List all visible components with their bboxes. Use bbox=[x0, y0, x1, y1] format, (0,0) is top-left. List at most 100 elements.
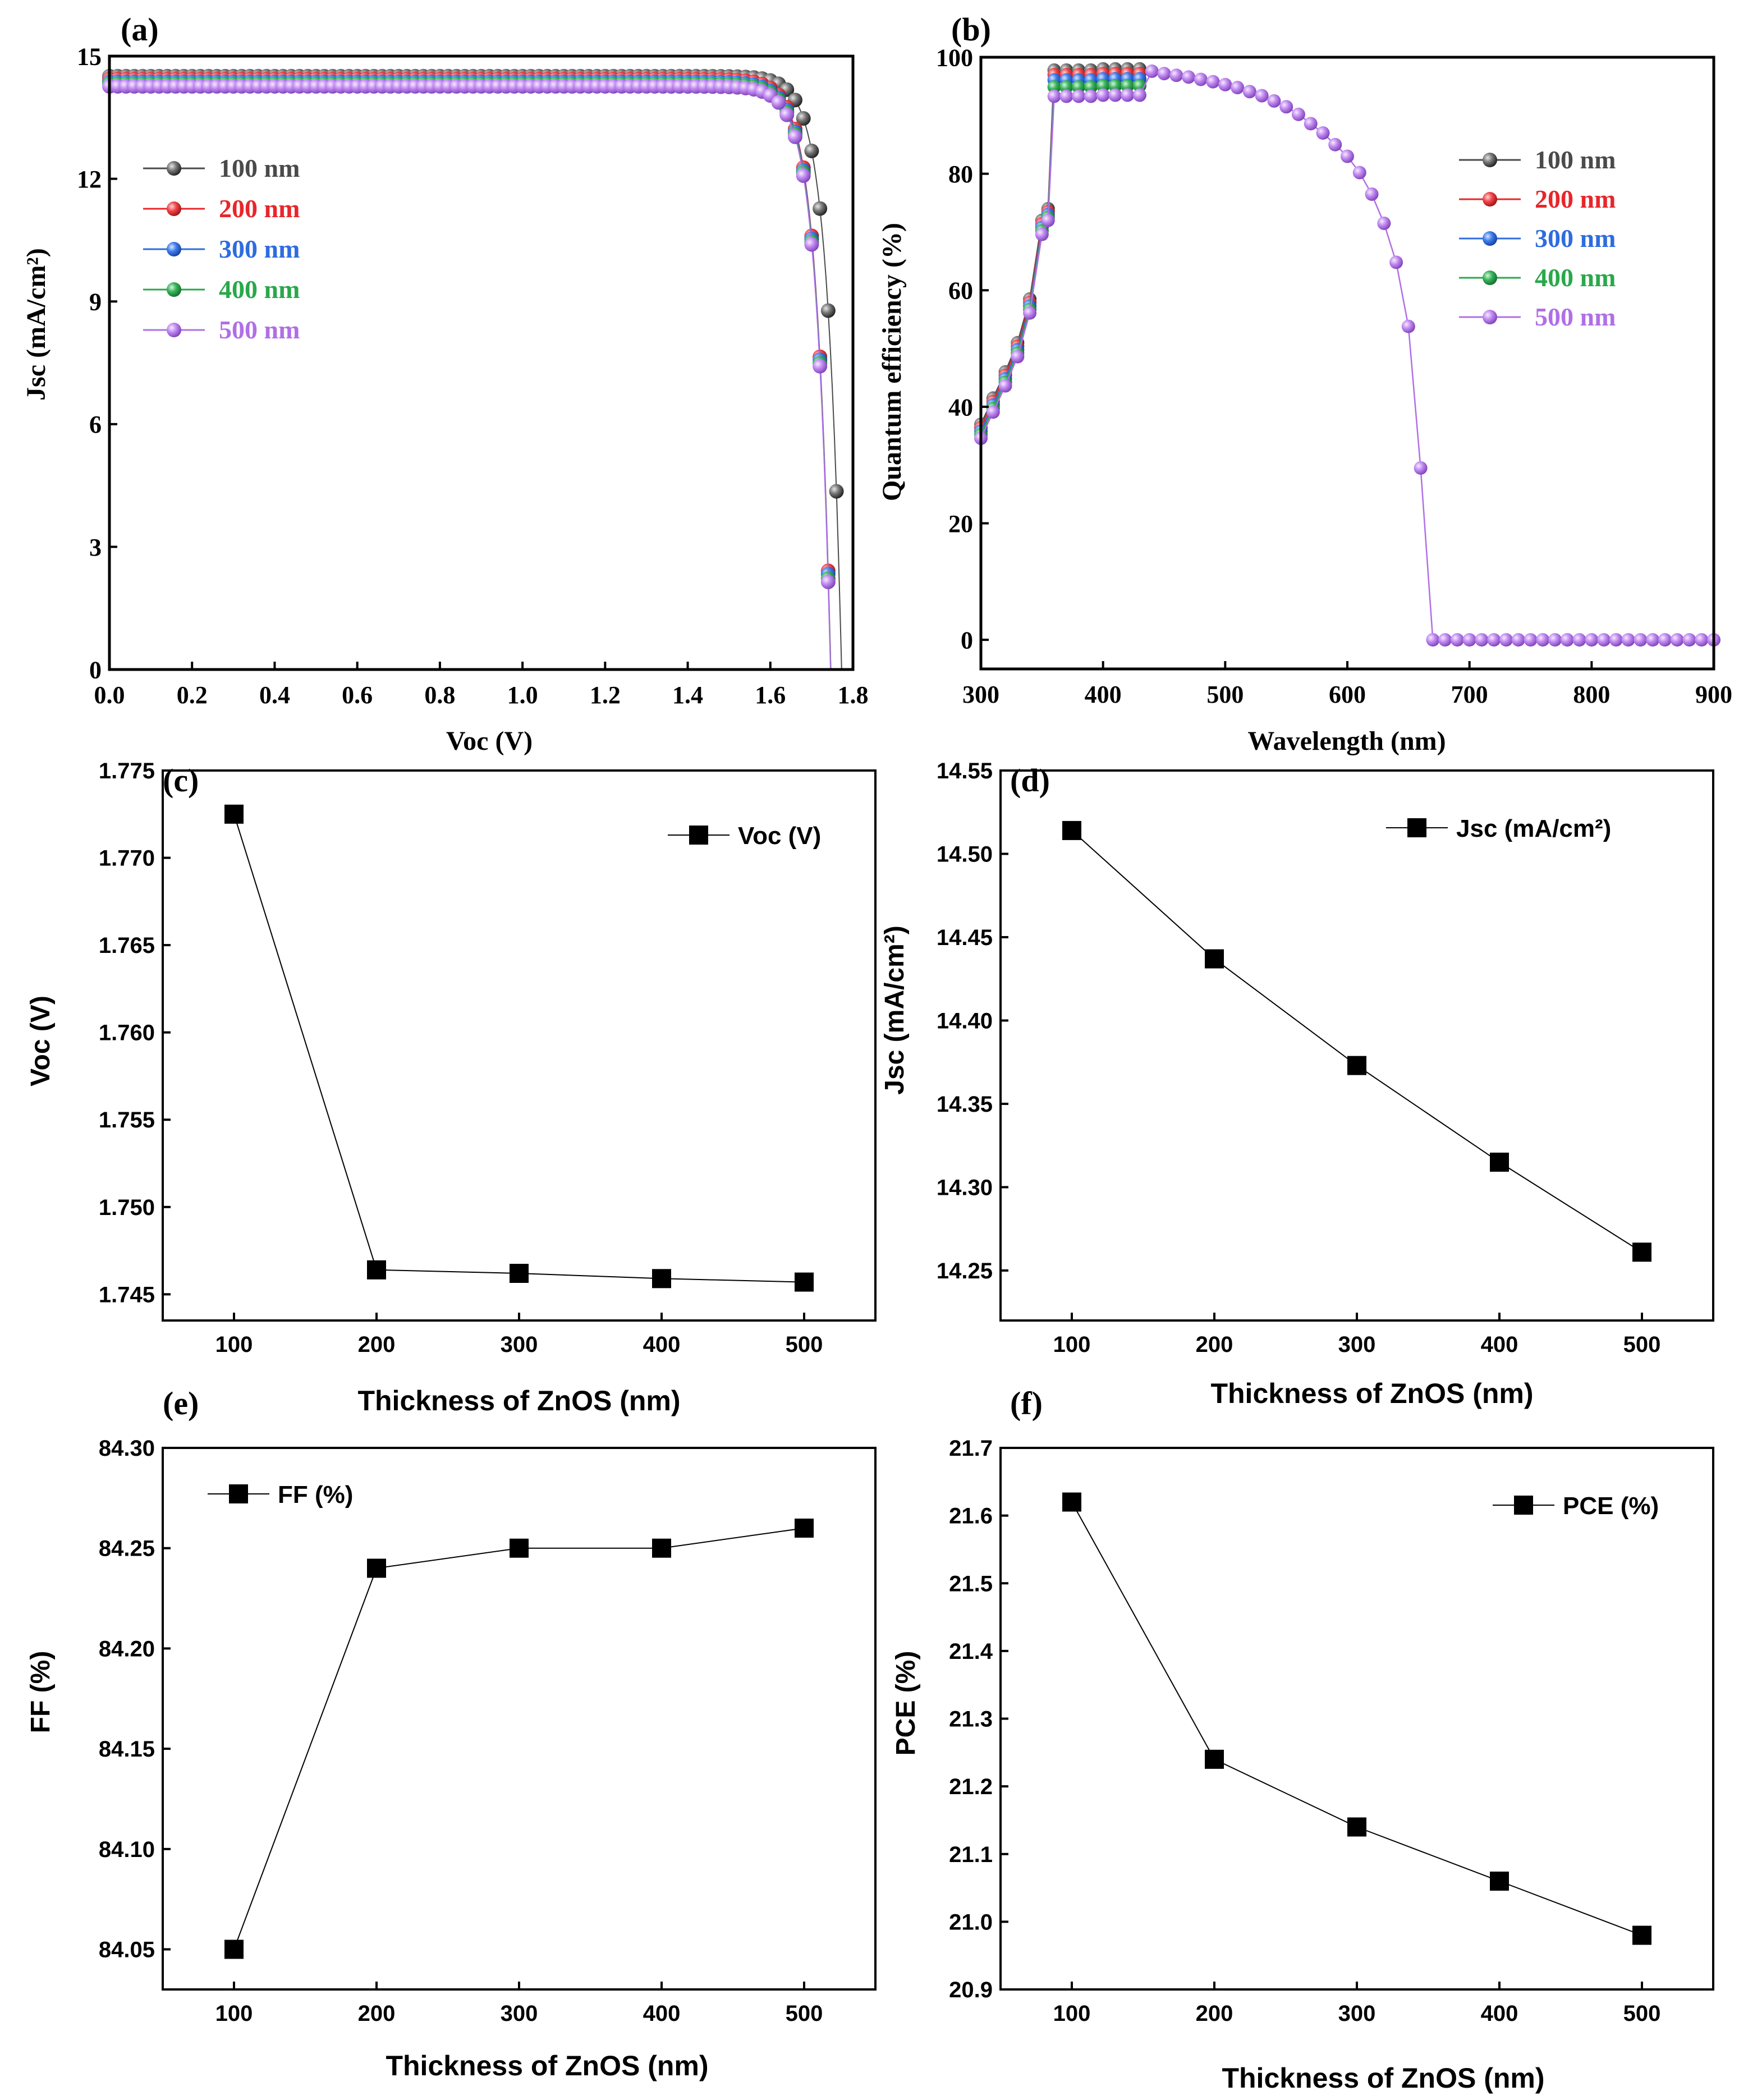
panel-e-ylabel: FF (%) bbox=[26, 1651, 56, 1734]
panel-b-xtick-label: 700 bbox=[1451, 681, 1488, 708]
panel-f-ticks: 100 200 300 400 500 20.9 21.0 21.1 21.2 21.3 21.4 2… bbox=[949, 1436, 1660, 2026]
panel-a-legend: 100 nm 200 nm 300 nm 400 nm 500 nm bbox=[143, 154, 300, 344]
panel-a-series bbox=[102, 68, 844, 670]
jv-point bbox=[796, 111, 811, 126]
legend-label: 500 nm bbox=[1535, 302, 1616, 331]
panel-e: (e) 100 200 300 400 500 84.05 84.10 84.15 84.20 8… bbox=[26, 1385, 877, 2081]
qe-point bbox=[1487, 633, 1501, 647]
qe-point bbox=[1511, 633, 1525, 647]
qe-point bbox=[1389, 255, 1403, 269]
panel-a-axes-frame bbox=[108, 54, 855, 671]
jv-curve-200nm bbox=[109, 78, 832, 670]
panel-f-ylabel: PCE (%) bbox=[891, 1651, 921, 1756]
panel-c-xtick-label: 200 bbox=[358, 1332, 396, 1357]
panel-b-ytick-label: 0 bbox=[961, 626, 973, 654]
qe-point bbox=[1059, 80, 1073, 94]
qe-point bbox=[1560, 633, 1574, 647]
qe-point bbox=[1255, 89, 1269, 103]
panel-d-ytick-label: 14.55 bbox=[937, 759, 993, 783]
panel-d-point bbox=[1490, 1152, 1509, 1172]
panel-d-xtick-label: 500 bbox=[1623, 1332, 1661, 1357]
qe-point bbox=[1682, 633, 1696, 647]
panel-e-ytick-label: 84.30 bbox=[99, 1436, 155, 1461]
qe-point bbox=[1291, 107, 1305, 121]
qe-point bbox=[1047, 80, 1061, 94]
panel-c-ytick-label: 1.765 bbox=[99, 933, 155, 958]
panel-e-ytick-label: 84.15 bbox=[99, 1737, 155, 1762]
panel-d-ytick-label: 14.35 bbox=[937, 1092, 993, 1117]
qe-point bbox=[1206, 75, 1220, 89]
panel-d-ytick-label: 14.25 bbox=[937, 1259, 993, 1283]
jv-point bbox=[820, 303, 836, 318]
panel-c-point bbox=[224, 804, 244, 824]
panel-e-ticks: 100 200 300 400 500 84.05 84.10 84.15 84.20 84.25… bbox=[99, 1436, 823, 2026]
panel-a-xtick-label: 0.4 bbox=[259, 681, 290, 709]
jv-point bbox=[787, 129, 802, 144]
qe-point bbox=[1646, 633, 1660, 647]
qe-point bbox=[1572, 633, 1586, 647]
panel-d-xlabel: Thickness of ZnOS (nm) bbox=[1210, 1378, 1533, 1409]
panel-e-ytick-label: 84.10 bbox=[99, 1837, 155, 1862]
panel-c-ytick-label: 1.770 bbox=[99, 846, 155, 871]
panel-d-axes-frame bbox=[999, 769, 1714, 1322]
legend-label: 500 nm bbox=[219, 315, 300, 344]
qe-point bbox=[1414, 461, 1428, 475]
qe-point bbox=[1609, 633, 1623, 647]
panel-c-ticks: 100 200 300 400 500 1.745 1.750 1.755 1.760 1.765… bbox=[99, 759, 823, 1357]
panel-b-ytick-label: 60 bbox=[948, 277, 973, 305]
panel-e-point bbox=[795, 1518, 814, 1538]
panel-d-xtick-label: 300 bbox=[1338, 1332, 1376, 1357]
panel-e-point bbox=[510, 1538, 529, 1558]
panel-e-ytick-label: 84.20 bbox=[99, 1636, 155, 1661]
panel-b-label: (b) bbox=[951, 11, 991, 48]
qe-point bbox=[1041, 213, 1055, 227]
qe-point bbox=[1169, 68, 1183, 82]
panel-c-line bbox=[233, 814, 805, 1283]
qe-point bbox=[1401, 319, 1415, 333]
panel-a: (a) 0.0 0.2 0.4 0.6 0.8 1.0 1.2 1.4 1.6 1.8 0 3 6 9 12… bbox=[21, 11, 869, 756]
panel-b-xtick-label: 800 bbox=[1573, 681, 1610, 708]
panel-b-xtick-label: 400 bbox=[1085, 681, 1122, 708]
panel-e-xtick-label: 300 bbox=[501, 2001, 538, 2026]
panel-a-xtick-label: 0.2 bbox=[177, 681, 208, 709]
panel-e-ytick-label: 84.25 bbox=[99, 1537, 155, 1561]
panel-c-ylabel: Voc (V) bbox=[26, 996, 56, 1086]
panel-c-ytick-label: 1.760 bbox=[99, 1021, 155, 1046]
panel-c-xtick-label: 500 bbox=[786, 1332, 823, 1357]
panel-f-ytick-label: 21.0 bbox=[949, 1910, 993, 1934]
panel-c-point bbox=[510, 1264, 529, 1283]
panel-e-axes-frame bbox=[162, 1447, 877, 1991]
panel-b-ytick-label: 80 bbox=[948, 161, 973, 188]
panel-e-point bbox=[367, 1558, 386, 1578]
panel-f-point bbox=[1490, 1872, 1509, 1891]
panel-e-xtick-label: 400 bbox=[643, 2001, 681, 2026]
panel-f-point bbox=[1632, 1925, 1651, 1945]
panel-f-ytick-label: 21.6 bbox=[949, 1504, 993, 1529]
panel-c-point bbox=[367, 1260, 386, 1280]
panel-a-ytick-label: 9 bbox=[89, 288, 102, 316]
legend-marker bbox=[167, 201, 181, 216]
legend-label: 200 nm bbox=[1535, 185, 1616, 213]
panel-e-legend: FF (%) bbox=[208, 1481, 353, 1508]
legend-marker bbox=[167, 161, 181, 176]
panel-f-series bbox=[1062, 1492, 1651, 1945]
qe-point bbox=[1426, 633, 1440, 647]
panel-a-xlabel: Voc (V) bbox=[446, 726, 533, 756]
legend-marker bbox=[689, 826, 708, 845]
qe-point bbox=[1132, 88, 1146, 102]
panel-b-ytick-label: 20 bbox=[948, 510, 973, 538]
legend-marker bbox=[1483, 153, 1497, 167]
legend-marker bbox=[1483, 231, 1497, 246]
jv-point bbox=[820, 574, 836, 589]
qe-point bbox=[1194, 72, 1208, 86]
panel-f-ytick-label: 21.2 bbox=[949, 1775, 993, 1799]
panel-a-label: (a) bbox=[121, 11, 159, 48]
legend-marker bbox=[167, 242, 181, 256]
legend-label: 100 nm bbox=[219, 154, 300, 182]
panel-c-axes-frame bbox=[162, 769, 877, 1322]
legend-marker bbox=[1483, 310, 1497, 324]
jv-point bbox=[779, 107, 795, 122]
panel-a-xtick-label: 0.8 bbox=[424, 681, 455, 709]
panel-d-point bbox=[1632, 1242, 1651, 1262]
